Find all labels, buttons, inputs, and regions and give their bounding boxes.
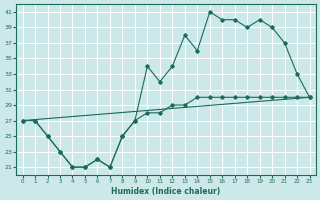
X-axis label: Humidex (Indice chaleur): Humidex (Indice chaleur) [111,187,221,196]
